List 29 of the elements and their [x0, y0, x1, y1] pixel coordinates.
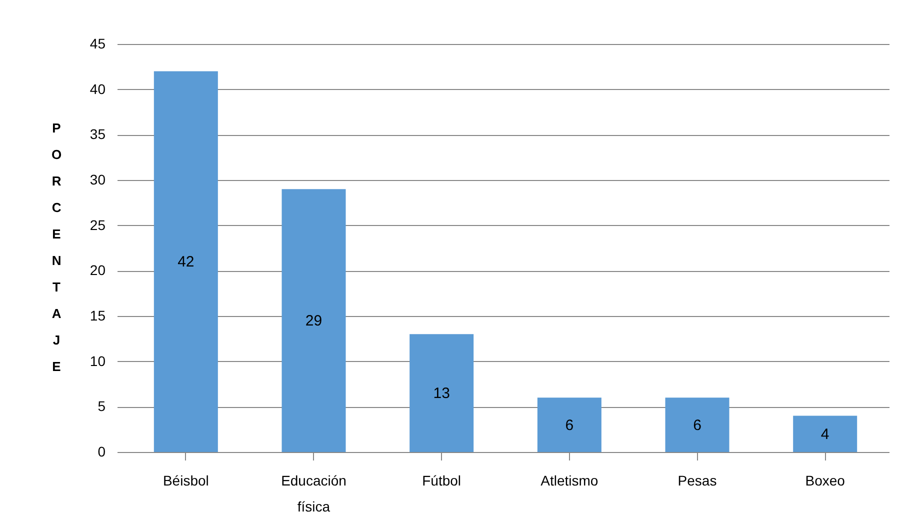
y-tick-label: 25: [90, 216, 106, 233]
data-label: 42: [178, 254, 194, 271]
bar: [537, 398, 602, 452]
bar: [154, 71, 218, 452]
data-label: 6: [565, 416, 574, 434]
x-tick-label: Fútbol: [422, 472, 462, 488]
text: PORCENTAJE: [51, 120, 62, 374]
x-tick-label: Béisbol: [162, 472, 209, 488]
y-tick-label: 35: [90, 126, 106, 142]
y-tick-label: 45: [90, 36, 106, 52]
data-label: 13: [433, 385, 450, 402]
x-tick-label: Atletismo: [540, 472, 598, 488]
y-tick-label: 15: [90, 308, 106, 324]
bar: [665, 398, 730, 452]
data-label: 6: [693, 416, 702, 434]
y-tick-label: 30: [90, 172, 106, 188]
x-tick-label: Boxeo: [805, 472, 846, 488]
y-tick-label: 10: [90, 352, 106, 369]
bar: [410, 334, 474, 452]
x-tick-label: Pesas: [678, 472, 717, 488]
data-label: 4: [820, 426, 830, 443]
data-label: 29: [305, 312, 322, 330]
y-tick-label: 40: [90, 80, 106, 97]
y-tick-label: 0: [98, 444, 106, 460]
bar: [793, 416, 858, 452]
bar: [282, 189, 346, 452]
y-tick-label: 20: [90, 262, 106, 278]
x-tick-label: Educación física: [281, 472, 346, 514]
y-tick-label: 5: [98, 398, 106, 414]
